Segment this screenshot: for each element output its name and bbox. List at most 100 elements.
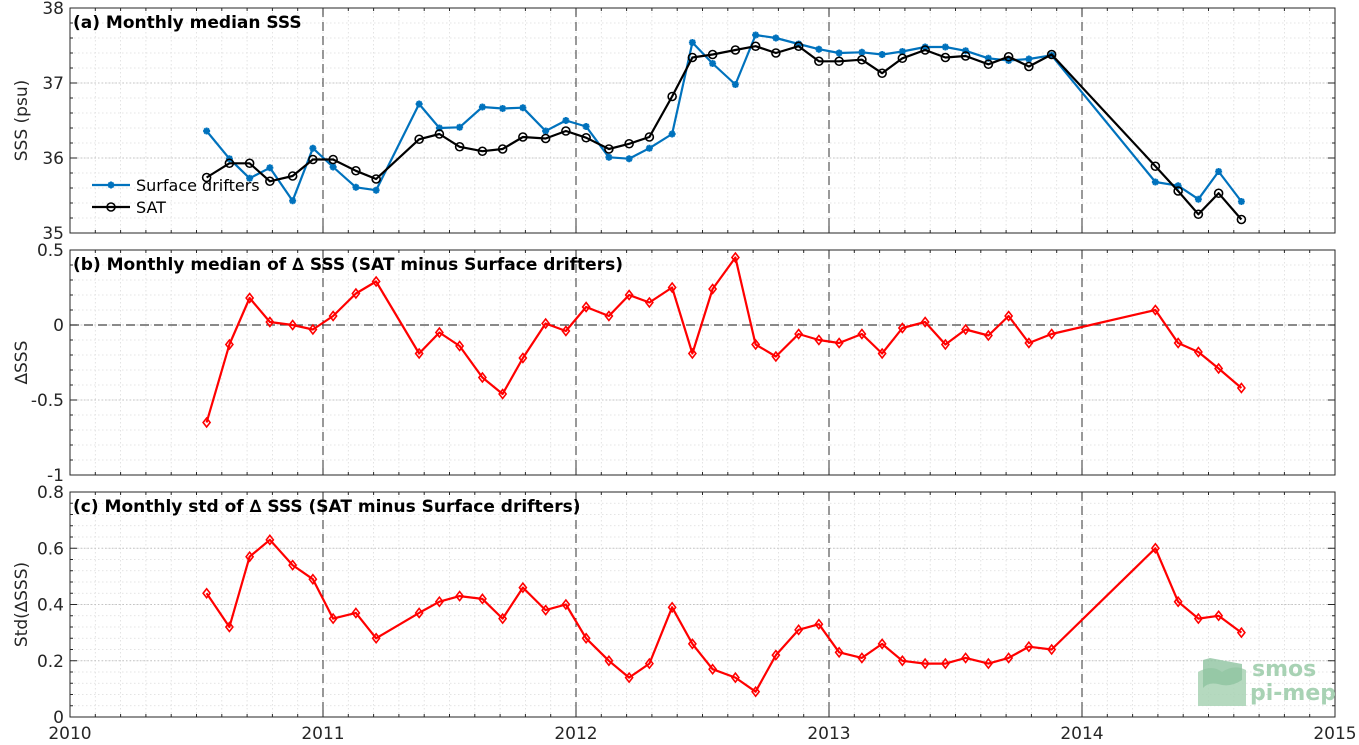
y-tick-label: 37: [42, 74, 64, 94]
smos-pimep-logo: smos pi-mep: [1198, 657, 1336, 706]
data-point: [561, 126, 571, 136]
data-point: [709, 60, 717, 67]
minor-grid: [70, 250, 1335, 475]
x-tick-label: 2011: [301, 724, 344, 744]
data-point: [835, 49, 843, 57]
data-point: [1151, 178, 1159, 186]
data-point: [750, 41, 761, 52]
data-point: [434, 326, 444, 339]
data-point: [328, 612, 338, 625]
logo-line-2: pi-mep: [1250, 681, 1336, 706]
data-point: [604, 654, 614, 667]
data-point: [519, 104, 527, 112]
logo-line-1: smos: [1252, 657, 1316, 682]
data-point: [1236, 214, 1247, 225]
data-point: [1193, 209, 1204, 220]
data-point: [731, 81, 739, 88]
data-point: [708, 663, 718, 675]
data-point: [202, 587, 212, 600]
data-point: [1025, 55, 1033, 63]
data-point: [308, 323, 318, 336]
data-point: [834, 337, 844, 349]
data-point: [477, 371, 487, 384]
series-line: [206, 45, 1243, 221]
data-point: [224, 338, 234, 351]
panel-a: 35 36 37 38 SSS (psu) (a) Monthly median SSS S…: [12, 0, 1336, 244]
data-point: [707, 49, 718, 60]
data-point: [730, 45, 741, 55]
data-point: [287, 171, 298, 181]
data-point: [920, 316, 930, 328]
y-axis-label: ∆SSS: [12, 341, 32, 386]
y-tick-label: 36: [42, 149, 64, 169]
data-point: [961, 652, 971, 664]
y-axis-label: Std(∆SSS): [12, 562, 32, 647]
data-point: [624, 671, 634, 684]
data-point: [962, 47, 970, 55]
data-point: [624, 289, 634, 301]
y-tick-label: 0: [53, 708, 64, 728]
year-lines: [322, 8, 1083, 233]
data-point: [751, 685, 761, 698]
data-point: [266, 164, 274, 172]
data-point: [1024, 61, 1034, 72]
data-point: [541, 317, 551, 330]
data-point: [477, 146, 488, 157]
data-point: [1237, 198, 1245, 205]
logo-wave-band: [1203, 658, 1242, 688]
series-0: [202, 534, 1246, 698]
data-point: [730, 251, 740, 264]
data-point: [455, 590, 465, 602]
data-point: [834, 56, 844, 67]
data-point: [371, 174, 381, 184]
data-point: [1150, 161, 1161, 172]
data-point: [582, 123, 590, 130]
data-point: [415, 100, 423, 108]
data-point: [1236, 382, 1246, 394]
data-point: [920, 657, 930, 670]
series-line: [205, 256, 1243, 423]
data-point: [1213, 188, 1224, 199]
data-point: [541, 604, 551, 616]
data-point: [604, 310, 614, 322]
data-point: [877, 68, 887, 79]
legend: Surface drifters SAT: [92, 176, 260, 217]
data-point: [897, 654, 907, 667]
x-tick-label: 2014: [1060, 724, 1103, 744]
data-point: [329, 163, 337, 171]
data-point: [687, 347, 697, 360]
panel-title: (b) Monthly median of ∆ SSS (SAT minus S…: [73, 255, 623, 275]
y-tick-label: -1: [47, 466, 64, 486]
data-point: [581, 301, 591, 313]
data-point: [224, 158, 235, 169]
data-point: [983, 657, 993, 670]
legend-label: Surface drifters: [136, 176, 260, 195]
data-point: [667, 91, 677, 102]
data-point: [793, 41, 804, 52]
data-point: [644, 296, 654, 309]
data-point: [1193, 346, 1203, 358]
x-ticks: [69, 250, 1336, 475]
data-point: [751, 338, 761, 351]
data-point: [372, 186, 380, 194]
data-point: [961, 323, 971, 336]
data-point: [351, 287, 361, 300]
data-point: [328, 154, 338, 165]
data-point: [605, 153, 613, 161]
data-point: [244, 158, 255, 169]
data-point: [518, 352, 528, 364]
data-point: [561, 598, 571, 611]
legend-marker: [106, 202, 116, 212]
y-axis-label: SSS (psu): [12, 80, 32, 161]
x-ticks: [69, 8, 1336, 233]
data-point: [371, 632, 381, 645]
data-point: [898, 48, 906, 55]
data-point: [478, 103, 486, 111]
data-point: [308, 154, 318, 165]
data-point: [667, 281, 677, 294]
data-point: [245, 292, 255, 304]
y-ticks: [70, 491, 1335, 718]
data-point: [771, 48, 781, 58]
data-point: [542, 127, 550, 135]
data-point: [477, 593, 487, 605]
